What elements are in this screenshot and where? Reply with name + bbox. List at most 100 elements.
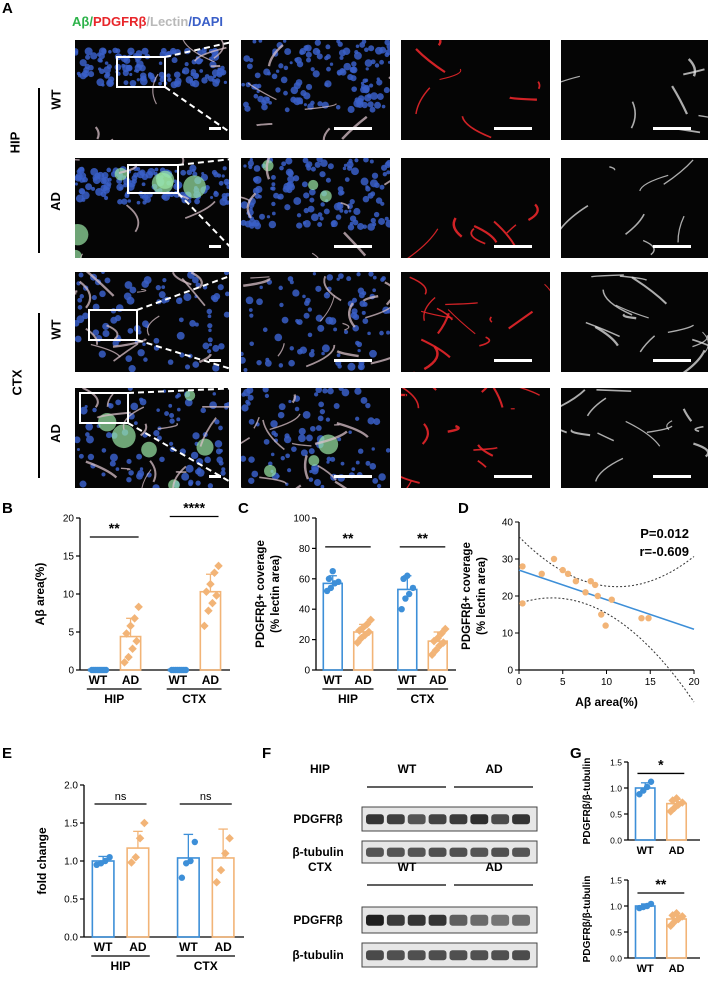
nucleus	[221, 174, 225, 178]
group-label: CTX	[194, 959, 218, 973]
data-point	[102, 666, 110, 674]
nucleus	[372, 288, 376, 293]
nucleus	[107, 177, 112, 182]
vessel	[277, 343, 285, 357]
nucleus	[320, 202, 325, 207]
nucleus	[91, 295, 97, 301]
nucleus	[87, 71, 95, 78]
nucleus	[181, 472, 190, 481]
nucleus	[108, 50, 112, 54]
nucleus	[373, 211, 380, 218]
vessel	[125, 204, 140, 233]
vessel	[590, 274, 624, 278]
nucleus	[317, 415, 324, 422]
nucleus	[206, 349, 212, 354]
nucleus	[355, 416, 360, 421]
y-tick-label: 1.0	[610, 784, 622, 794]
x-tick-label: 5	[560, 677, 566, 688]
micrograph-r3-c1	[75, 272, 229, 372]
group-label: HIP	[338, 692, 358, 706]
vessel	[447, 424, 460, 433]
y-tick-label: 0.0	[64, 933, 78, 944]
nucleus	[364, 47, 369, 53]
significance-label: ns	[200, 791, 212, 803]
bar	[322, 582, 343, 671]
nucleus	[336, 353, 341, 358]
nucleus	[246, 63, 253, 70]
data-point	[208, 598, 217, 608]
nucleus	[117, 199, 123, 205]
data-point	[364, 627, 374, 637]
micrograph-texture	[75, 272, 229, 372]
nucleus	[278, 363, 284, 368]
x-category-label: AD	[122, 673, 140, 687]
scale-bar	[494, 475, 532, 478]
nucleus	[92, 407, 97, 413]
plaque	[75, 223, 89, 246]
data-point	[135, 833, 145, 843]
nucleus	[241, 455, 247, 462]
vessel	[182, 40, 215, 63]
nucleus	[212, 344, 220, 352]
nucleus	[82, 176, 88, 183]
micrograph-r1-c4	[561, 40, 708, 140]
data-point	[594, 592, 601, 600]
nucleus	[369, 179, 378, 188]
group-line-hip	[38, 88, 40, 253]
vessel	[452, 217, 463, 238]
group-label: CTX	[411, 692, 435, 706]
nucleus	[347, 362, 356, 371]
panel-letter-e: E	[2, 745, 13, 762]
nucleus	[98, 47, 107, 56]
zoom-box	[79, 392, 129, 424]
nucleus	[351, 86, 358, 92]
blot-band	[449, 914, 468, 926]
micrograph-texture	[241, 272, 390, 372]
nucleus	[79, 480, 87, 488]
vessel	[432, 388, 437, 391]
nucleus	[75, 182, 78, 186]
nucleus	[167, 359, 174, 365]
scale-bar	[653, 359, 691, 362]
vessel	[243, 278, 271, 288]
vessel	[506, 224, 517, 234]
vessel	[477, 459, 487, 468]
nucleus	[85, 183, 93, 191]
nucleus	[354, 50, 359, 55]
nucleus	[378, 473, 386, 481]
nucleus	[284, 433, 290, 439]
nucleus	[207, 483, 214, 488]
nucleus	[155, 284, 161, 291]
vessel	[447, 309, 476, 335]
blot-band	[470, 847, 489, 857]
data-point	[102, 857, 109, 865]
vessel	[493, 220, 516, 247]
nucleus	[161, 194, 167, 200]
vessel	[625, 420, 661, 447]
vessel	[250, 276, 270, 279]
nucleus	[364, 78, 369, 83]
vessel	[172, 272, 192, 286]
nucleus	[102, 322, 110, 330]
nucleus	[271, 430, 277, 436]
nucleus	[81, 197, 86, 202]
nucleus	[348, 430, 352, 434]
x-category-label: AD	[429, 673, 447, 687]
nucleus	[371, 172, 379, 179]
blot-band	[491, 914, 510, 926]
nucleus	[158, 71, 165, 78]
nucleus	[314, 161, 321, 168]
significance-label: ****	[183, 500, 205, 515]
nucleus	[243, 55, 251, 62]
nucleus	[142, 200, 147, 205]
nucleus	[78, 188, 86, 195]
significance-label: ns	[115, 791, 127, 803]
vessel	[172, 465, 187, 488]
vessel	[348, 302, 356, 328]
nucleus	[367, 101, 374, 108]
y-axis-label: (% lectin area)	[270, 555, 282, 633]
nucleus	[142, 193, 148, 199]
vessel	[481, 388, 488, 393]
nucleus	[271, 186, 276, 191]
nucleus	[313, 392, 319, 397]
